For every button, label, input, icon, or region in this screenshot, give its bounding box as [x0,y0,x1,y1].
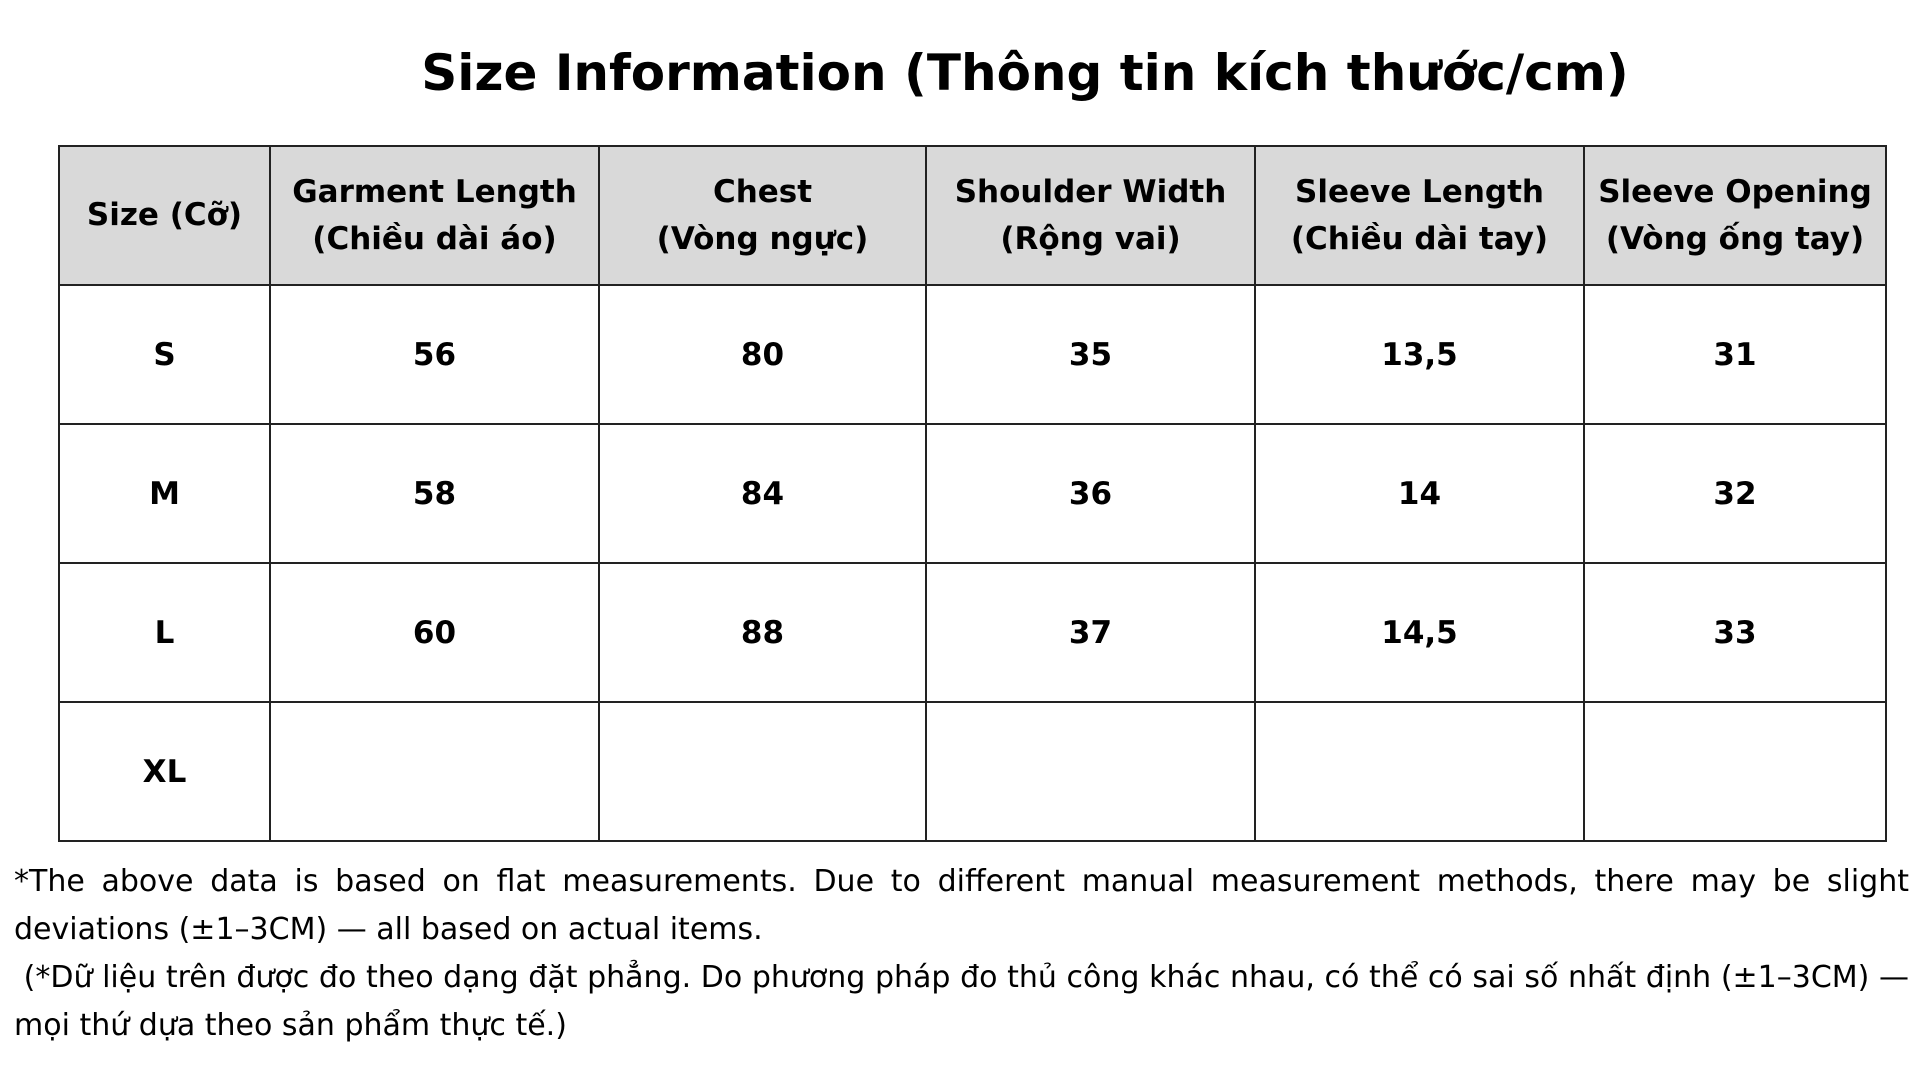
value-cell: 13,5 [1254,284,1585,425]
size-table: Size (Cỡ) Garment Length (Chiều dài áo) C… [58,145,1887,842]
size-cell: S [58,284,271,425]
table-header-row: Size (Cỡ) Garment Length (Chiều dài áo) C… [58,145,1887,286]
page-title: Size Information (Thông tin kích thước/c… [421,44,1629,102]
header-sublabel: (Vòng ống tay) [1605,220,1865,257]
note-vietnamese: (*Dữ liệu trên được đo theo dạng đặt phẳ… [14,960,1919,1043]
value-cell: 56 [269,284,600,425]
size-cell: XL [58,701,271,842]
header-sublabel: (Vòng ngực) [656,220,869,257]
header-size: Size (Cỡ) [58,145,271,286]
table-row: XL [58,701,1887,842]
value-cell: 36 [925,423,1256,564]
value-cell [1583,701,1887,842]
header-sublabel: (Chiều dài tay) [1290,220,1549,257]
value-cell: 35 [925,284,1256,425]
header-label: Chest [712,173,813,210]
value-cell [269,701,600,842]
header-label: Sleeve Opening [1598,173,1872,210]
header-sleeve-opening: Sleeve Opening (Vòng ống tay) [1583,145,1887,286]
size-cell: L [58,562,271,703]
header-sublabel: (Rộng vai) [1000,220,1181,257]
header-sublabel: (Chiều dài áo) [312,220,557,257]
size-cell: M [58,423,271,564]
header-shoulder-width: Shoulder Width (Rộng vai) [925,145,1256,286]
value-cell: 37 [925,562,1256,703]
value-cell [1254,701,1585,842]
table-row: S 56 80 35 13,5 31 [58,284,1887,425]
value-cell: 14 [1254,423,1585,564]
value-cell: 32 [1583,423,1887,564]
value-cell: 80 [598,284,927,425]
measurement-note: *The above data is based on flat measure… [14,858,1909,1050]
value-cell: 58 [269,423,600,564]
value-cell: 33 [1583,562,1887,703]
table-row: M 58 84 36 14 32 [58,423,1887,564]
header-sleeve-length: Sleeve Length (Chiều dài tay) [1254,145,1585,286]
value-cell [598,701,927,842]
table-row: L 60 88 37 14,5 33 [58,562,1887,703]
value-cell: 60 [269,562,600,703]
header-label: Garment Length [292,173,577,210]
value-cell [925,701,1256,842]
value-cell: 84 [598,423,927,564]
header-label: Size (Cỡ) [86,197,243,233]
value-cell: 31 [1583,284,1887,425]
header-label: Sleeve Length [1295,173,1544,210]
value-cell: 88 [598,562,927,703]
header-chest: Chest (Vòng ngực) [598,145,927,286]
header-label: Shoulder Width [954,173,1227,210]
header-garment-length: Garment Length (Chiều dài áo) [269,145,600,286]
value-cell: 14,5 [1254,562,1585,703]
note-english: *The above data is based on flat measure… [14,864,1909,947]
